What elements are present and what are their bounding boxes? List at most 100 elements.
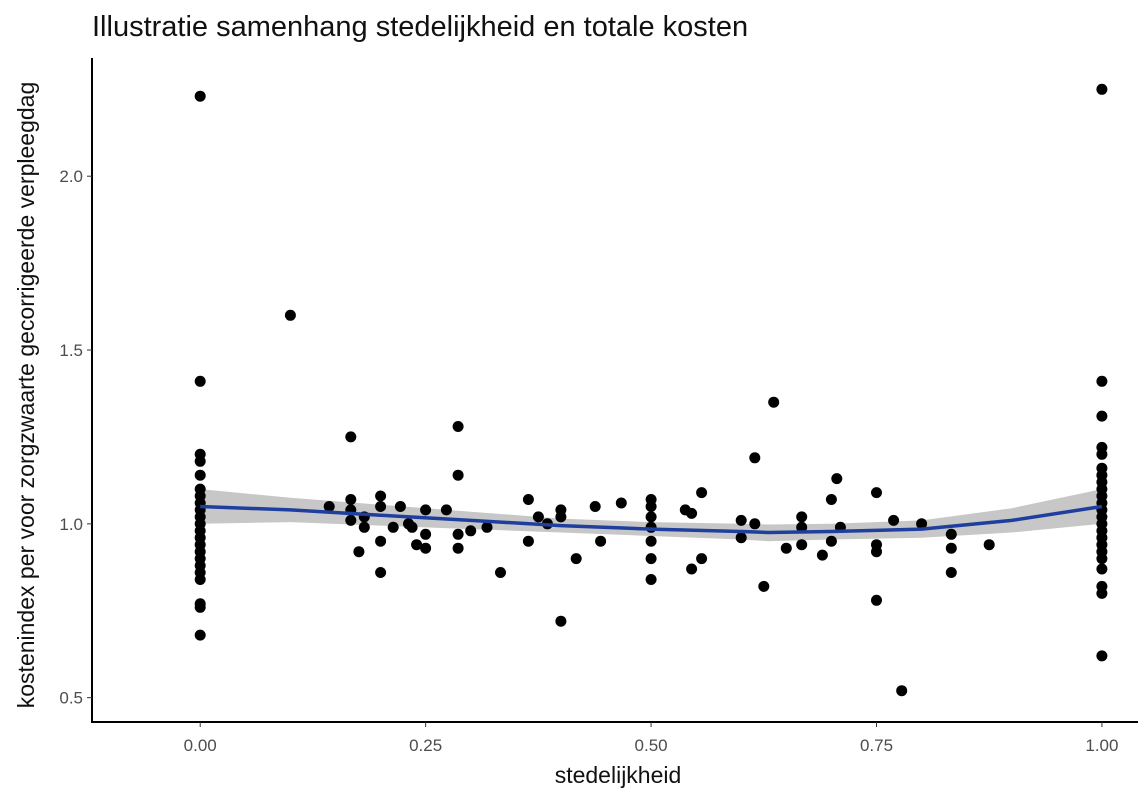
data-point bbox=[555, 511, 567, 523]
data-point bbox=[353, 546, 365, 558]
data-point bbox=[1096, 587, 1108, 599]
data-point bbox=[831, 473, 843, 485]
data-point bbox=[194, 469, 206, 481]
data-point bbox=[387, 521, 399, 533]
data-point bbox=[345, 514, 357, 526]
data-point bbox=[871, 546, 882, 558]
y-tick-label: 0.5 bbox=[59, 689, 83, 708]
x-tick-label: 0.75 bbox=[860, 736, 893, 755]
trend-line bbox=[200, 504, 1103, 535]
x-tick-label: 0.25 bbox=[409, 736, 442, 755]
data-point bbox=[394, 501, 406, 512]
data-point bbox=[375, 567, 387, 578]
x-ticks: 0.00 0.25 0.50 0.75 1.00 bbox=[184, 722, 1118, 755]
confidence-band bbox=[200, 489, 1102, 542]
data-point bbox=[796, 521, 808, 533]
data-point bbox=[896, 685, 908, 697]
data-point bbox=[749, 518, 761, 530]
data-point bbox=[194, 601, 206, 613]
data-point bbox=[749, 452, 761, 464]
data-point bbox=[522, 535, 534, 547]
data-point bbox=[194, 90, 206, 102]
data-point bbox=[481, 521, 493, 533]
data-point bbox=[1096, 83, 1108, 95]
data-point bbox=[780, 542, 792, 554]
x-axis-label: stedelijkheid bbox=[555, 762, 682, 788]
data-point bbox=[452, 469, 464, 481]
data-point bbox=[871, 487, 882, 499]
data-point bbox=[358, 521, 370, 533]
data-point bbox=[452, 421, 464, 432]
data-point bbox=[570, 553, 582, 565]
data-point bbox=[796, 539, 808, 551]
data-point bbox=[420, 504, 432, 516]
data-point bbox=[645, 535, 657, 547]
data-point bbox=[595, 535, 607, 547]
data-point bbox=[768, 396, 780, 408]
data-point bbox=[1096, 410, 1108, 422]
data-point bbox=[452, 528, 464, 540]
data-point bbox=[284, 309, 296, 321]
data-point bbox=[194, 629, 206, 641]
data-point bbox=[194, 574, 206, 585]
data-point bbox=[345, 431, 357, 443]
data-point bbox=[465, 525, 477, 537]
y-tick-label: 1.0 bbox=[59, 515, 83, 534]
data-point bbox=[555, 615, 567, 627]
data-point bbox=[452, 542, 464, 554]
data-point bbox=[1096, 448, 1108, 460]
data-point bbox=[406, 521, 418, 533]
data-points-layer bbox=[194, 83, 1108, 697]
data-point bbox=[796, 511, 808, 523]
data-point bbox=[615, 497, 627, 509]
data-point bbox=[194, 455, 206, 467]
data-point bbox=[440, 504, 452, 516]
data-point bbox=[696, 487, 708, 499]
data-point bbox=[589, 501, 601, 512]
data-point bbox=[983, 539, 995, 551]
y-tick-label: 2.0 bbox=[59, 167, 83, 186]
data-point bbox=[420, 542, 432, 554]
data-point bbox=[420, 528, 432, 540]
data-point bbox=[375, 501, 387, 512]
data-point bbox=[1096, 563, 1108, 575]
data-point bbox=[375, 490, 387, 502]
data-point bbox=[916, 518, 928, 530]
data-point bbox=[696, 553, 708, 565]
y-axis-label: kostenindex per voor zorgzwaarte gecorri… bbox=[13, 82, 39, 708]
data-point bbox=[816, 549, 828, 561]
trend-line-layer bbox=[200, 504, 1103, 535]
y-tick-label: 1.5 bbox=[59, 341, 83, 360]
data-point bbox=[1096, 375, 1108, 387]
data-point bbox=[888, 514, 900, 526]
data-point bbox=[522, 494, 534, 505]
x-tick-label: 0.00 bbox=[184, 736, 217, 755]
data-point bbox=[686, 507, 698, 519]
data-point bbox=[645, 553, 657, 565]
data-point bbox=[686, 563, 698, 575]
data-point bbox=[375, 535, 387, 547]
data-point bbox=[1096, 650, 1108, 662]
data-point bbox=[945, 528, 957, 540]
data-point bbox=[645, 574, 657, 585]
data-point bbox=[323, 501, 335, 512]
data-point bbox=[645, 501, 657, 512]
data-point bbox=[1096, 553, 1108, 565]
data-point bbox=[495, 567, 506, 578]
data-point bbox=[532, 511, 544, 523]
data-point bbox=[735, 514, 747, 526]
data-point bbox=[411, 539, 423, 551]
chart-title: Illustratie samenhang stedelijkheid en t… bbox=[92, 11, 748, 43]
data-point bbox=[758, 580, 770, 592]
x-tick-label: 1.00 bbox=[1085, 736, 1118, 755]
data-point bbox=[194, 375, 206, 387]
data-point bbox=[871, 594, 882, 606]
data-point bbox=[735, 532, 747, 544]
y-ticks: 0.5 1.0 1.5 2.0 bbox=[59, 167, 92, 708]
x-tick-label: 0.50 bbox=[635, 736, 668, 755]
data-point bbox=[825, 494, 837, 505]
data-point bbox=[645, 511, 657, 523]
data-point bbox=[945, 567, 957, 578]
data-point bbox=[825, 535, 837, 547]
